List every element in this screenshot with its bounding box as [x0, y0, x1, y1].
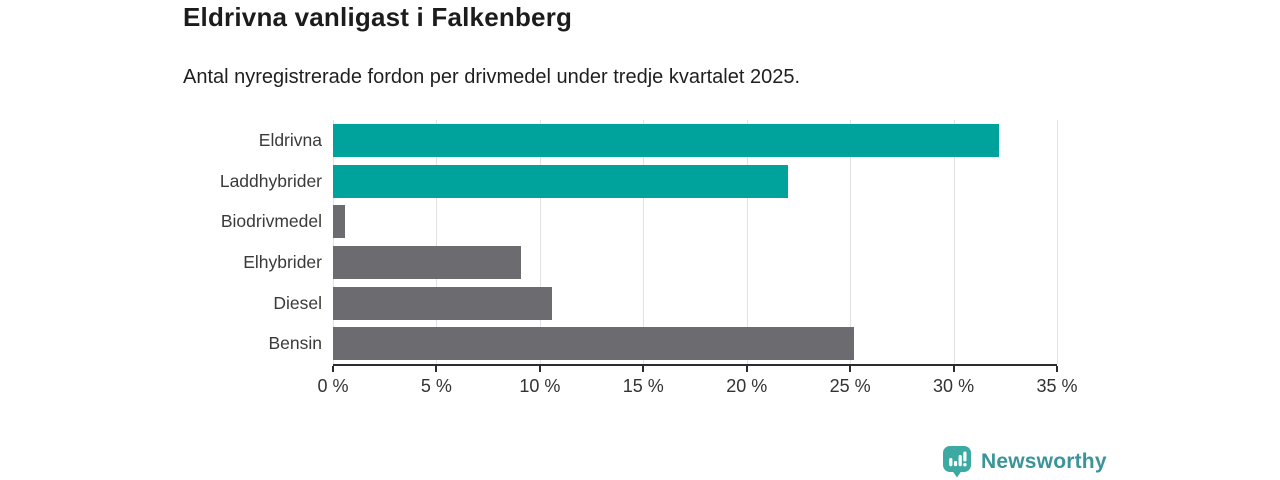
bar-bensin [333, 327, 855, 361]
x-axis-tick [1056, 366, 1058, 372]
x-axis-tick [745, 366, 748, 372]
x-axis-tick [642, 366, 645, 372]
category-label: Elhybrider [243, 251, 322, 272]
x-tick-label: 35 % [1036, 376, 1078, 396]
gridline [643, 120, 645, 364]
x-tick-label: 20 % [726, 376, 768, 396]
x-tick-label: 25 % [829, 376, 871, 396]
category-label: Diesel [273, 292, 322, 313]
x-axis-tick [849, 366, 852, 372]
gridline [746, 120, 748, 364]
bar-laddhybrider [333, 164, 789, 198]
bar-elhybrider [333, 245, 522, 279]
x-tick-label: 15 % [622, 376, 664, 396]
x-tick-label: 0 % [317, 376, 349, 396]
x-axis-tick [435, 366, 438, 372]
x-tick-label: 5 % [420, 376, 452, 396]
category-label: Laddhybrider [219, 170, 322, 191]
x-axis-tick [952, 366, 955, 372]
gridline [1057, 120, 1058, 364]
x-tick-label: 10 % [519, 376, 561, 396]
gridline [539, 120, 541, 364]
bar-row: Bensin [268, 323, 1057, 364]
brand-footer: Newsworthy [942, 445, 1107, 478]
category-label: Biodrivmedel [220, 211, 322, 232]
bar-biodrivmedel [333, 205, 346, 239]
bar-row: Eldrivna [259, 120, 1057, 161]
plot-area: Eldrivna Laddhybrider Biodrivmedel Elhybrid… [220, 120, 1078, 396]
bar-row: Laddhybrider [220, 161, 1057, 202]
category-label: Bensin [268, 333, 322, 354]
bar-row: Diesel [273, 283, 1057, 324]
x-axis-tick [538, 366, 541, 372]
chart-subtitle: Antal nyregistrerade fordon per drivmede… [183, 66, 801, 88]
brand-name: Newsworthy [981, 449, 1107, 473]
x-axis-tick [332, 366, 334, 372]
bar-row: Biodrivmedel [221, 201, 1057, 242]
bar-rows: Eldrivna Laddhybrider Biodrivmedel Elhybrid… [220, 120, 1057, 364]
gridline [436, 120, 438, 364]
x-tick-label: 30 % [933, 376, 975, 396]
newsworthy-logo-icon [943, 446, 971, 478]
category-label: Eldrivna [258, 129, 322, 150]
chart-title: Eldrivna vanligast i Falkenberg [183, 2, 573, 32]
gridline [333, 120, 334, 364]
bar-eldrivna [333, 123, 1000, 157]
bar-diesel [333, 286, 553, 320]
bar-row: Elhybrider [243, 242, 1057, 283]
gridline [850, 120, 852, 364]
gridline [953, 120, 955, 364]
